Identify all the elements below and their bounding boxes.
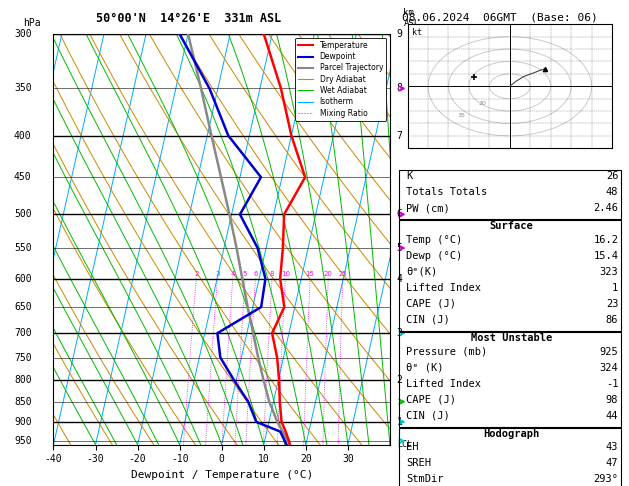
Text: EH: EH: [406, 442, 419, 452]
Text: PW (cm): PW (cm): [406, 203, 450, 213]
Text: 48: 48: [606, 187, 618, 197]
Text: 900: 900: [14, 417, 31, 427]
Text: Most Unstable: Most Unstable: [470, 333, 552, 343]
Text: 650: 650: [14, 302, 31, 312]
Text: 4: 4: [397, 274, 403, 284]
Text: 50°00'N  14°26'E  331m ASL: 50°00'N 14°26'E 331m ASL: [96, 12, 281, 25]
Text: 400: 400: [14, 131, 31, 140]
Text: 750: 750: [14, 352, 31, 363]
Text: 23: 23: [606, 299, 618, 309]
Text: 450: 450: [14, 172, 31, 182]
Text: hPa: hPa: [23, 18, 40, 28]
Text: θᵉ(K): θᵉ(K): [406, 267, 438, 277]
Text: 8: 8: [397, 84, 403, 93]
Text: 323: 323: [599, 267, 618, 277]
Text: 324: 324: [599, 363, 618, 373]
Text: Lifted Index: Lifted Index: [406, 283, 481, 293]
Text: 7: 7: [397, 131, 403, 140]
Text: 850: 850: [14, 397, 31, 407]
Text: 6: 6: [397, 209, 403, 219]
Text: 600: 600: [14, 274, 31, 284]
Text: 950: 950: [14, 436, 31, 446]
Text: 43: 43: [606, 442, 618, 452]
Text: 20: 20: [324, 271, 333, 277]
Text: θᵉ (K): θᵉ (K): [406, 363, 444, 373]
Text: 44: 44: [606, 411, 618, 421]
Text: 8: 8: [270, 271, 274, 277]
Text: Hodograph: Hodograph: [483, 429, 540, 439]
Text: 16.2: 16.2: [593, 235, 618, 245]
Text: 6: 6: [253, 271, 258, 277]
Text: kt: kt: [412, 28, 421, 37]
Text: 15: 15: [306, 271, 314, 277]
Text: 47: 47: [606, 458, 618, 469]
Text: Totals Totals: Totals Totals: [406, 187, 487, 197]
Text: 293°: 293°: [593, 474, 618, 485]
Text: 350: 350: [14, 84, 31, 93]
Text: K: K: [406, 171, 413, 181]
Text: 1: 1: [612, 283, 618, 293]
Legend: Temperature, Dewpoint, Parcel Trajectory, Dry Adiabat, Wet Adiabat, Isotherm, Mi: Temperature, Dewpoint, Parcel Trajectory…: [295, 38, 386, 121]
Text: 3: 3: [397, 328, 403, 338]
Text: 20: 20: [478, 101, 486, 105]
Text: Dewp (°C): Dewp (°C): [406, 251, 462, 261]
Text: CIN (J): CIN (J): [406, 411, 450, 421]
Text: StmDir: StmDir: [406, 474, 444, 485]
Text: 5: 5: [243, 271, 247, 277]
Text: CIN (J): CIN (J): [406, 315, 450, 325]
Text: 9: 9: [397, 29, 403, 39]
Text: CAPE (J): CAPE (J): [406, 395, 456, 405]
Text: 98: 98: [606, 395, 618, 405]
Text: 500: 500: [14, 209, 31, 219]
Text: 925: 925: [599, 347, 618, 357]
Text: 26: 26: [606, 171, 618, 181]
Text: SREH: SREH: [406, 458, 431, 469]
Text: 700: 700: [14, 328, 31, 338]
Text: Pressure (mb): Pressure (mb): [406, 347, 487, 357]
Text: 300: 300: [14, 29, 31, 39]
Text: 800: 800: [14, 375, 31, 385]
Text: 10: 10: [281, 271, 290, 277]
Text: -1: -1: [606, 379, 618, 389]
X-axis label: Dewpoint / Temperature (°C): Dewpoint / Temperature (°C): [131, 470, 313, 480]
Text: 2.46: 2.46: [593, 203, 618, 213]
Text: km
ASL: km ASL: [403, 8, 420, 28]
Text: 1: 1: [397, 417, 403, 427]
Text: 5: 5: [397, 243, 403, 253]
Text: LCL: LCL: [397, 440, 412, 449]
Text: 2: 2: [397, 375, 403, 385]
Text: Surface: Surface: [489, 221, 533, 231]
Text: 35: 35: [457, 113, 465, 118]
Text: 4: 4: [231, 271, 235, 277]
Text: Temp (°C): Temp (°C): [406, 235, 462, 245]
Text: 86: 86: [606, 315, 618, 325]
Text: 550: 550: [14, 243, 31, 253]
Text: CAPE (J): CAPE (J): [406, 299, 456, 309]
Text: 08.06.2024  06GMT  (Base: 06): 08.06.2024 06GMT (Base: 06): [402, 12, 598, 22]
Text: 25: 25: [338, 271, 347, 277]
Text: 3: 3: [215, 271, 220, 277]
Text: 2: 2: [194, 271, 198, 277]
Text: Lifted Index: Lifted Index: [406, 379, 481, 389]
Text: 15.4: 15.4: [593, 251, 618, 261]
